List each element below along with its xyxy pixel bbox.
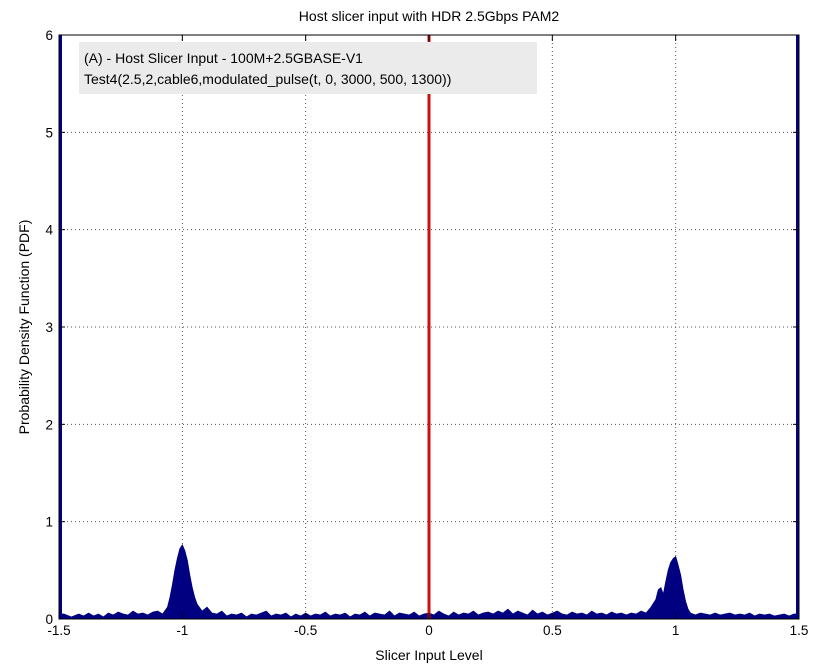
y-axis-label: Probability Density Function (PDF) — [16, 220, 32, 435]
y-tick-label: 4 — [45, 223, 53, 238]
annotation-line-2: Test4(2.5,2,cable6,modulated_pulse(t, 0,… — [84, 71, 451, 87]
y-tick-label: 3 — [45, 320, 53, 335]
pdf-area — [58, 180, 800, 620]
x-tick-label: 0.5 — [543, 623, 562, 638]
x-tick-label: 0 — [425, 623, 433, 638]
x-tick-label: 1 — [672, 623, 680, 638]
x-tick-label: -1.5 — [47, 623, 70, 638]
annotation-line-1: (A) - Host Slicer Input - 100M+2.5GBASE-… — [84, 50, 363, 66]
annotation-background — [79, 42, 537, 94]
x-tick-label: -0.5 — [294, 623, 317, 638]
x-tick-label: 1.5 — [790, 623, 809, 638]
annotation-box: (A) - Host Slicer Input - 100M+2.5GBASE-… — [79, 42, 537, 94]
y-tick-label: 0 — [45, 612, 53, 627]
x-axis-label: Slicer Input Level — [375, 647, 482, 663]
y-tick-label: 2 — [45, 417, 53, 432]
chart-title: Host slicer input with HDR 2.5Gbps PAM2 — [299, 8, 560, 24]
y-tick-label: 1 — [45, 515, 53, 530]
x-tick-label: -1 — [176, 623, 188, 638]
y-tick-label: 6 — [45, 28, 53, 43]
y-tick-label: 5 — [45, 125, 53, 140]
axis-ticks: -1.5 -1 -0.5 0 0.5 1 1.5 0 1 2 3 4 5 6 — [45, 28, 808, 638]
